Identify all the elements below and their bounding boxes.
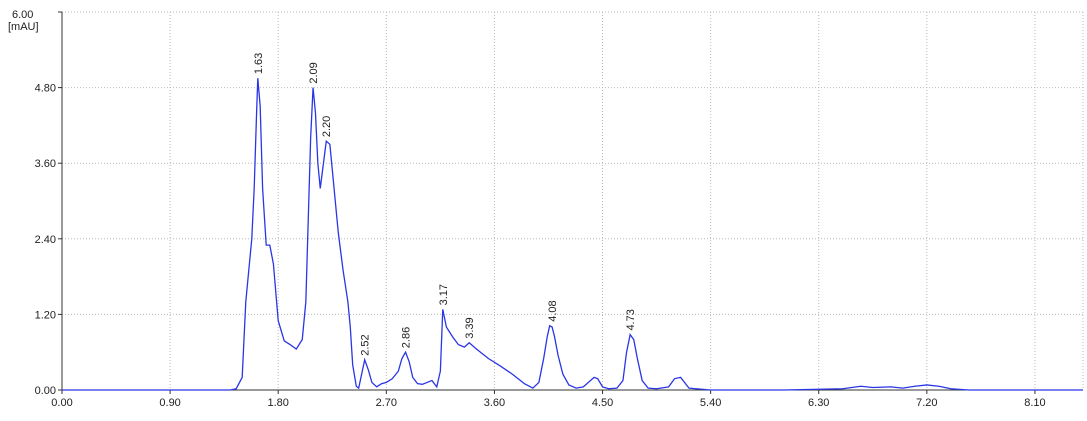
x-tick-label: 1.80 bbox=[268, 397, 289, 409]
peak-label: 3.17 bbox=[438, 284, 450, 305]
peak-label: 2.86 bbox=[401, 327, 413, 348]
x-tick-label: 6.30 bbox=[808, 397, 829, 409]
x-tick-label: 7.20 bbox=[916, 397, 937, 409]
peak-label: 2.20 bbox=[321, 116, 333, 137]
grid bbox=[62, 11, 1084, 390]
trace-layer bbox=[62, 78, 1083, 391]
peak-label: 2.52 bbox=[360, 334, 372, 355]
peak-label: 1.63 bbox=[253, 53, 265, 74]
peak-label: 4.73 bbox=[625, 309, 637, 330]
y-tick-label: 1.20 bbox=[35, 309, 56, 321]
peak-labels: 1.63 2.09 2.20 2.52 2.86 3.17 3.39 4.08 4.73 bbox=[253, 53, 637, 356]
x-tick-label: 4.50 bbox=[592, 397, 613, 409]
y-tick-label: 4.80 bbox=[35, 83, 56, 95]
x-tick-label: 8.10 bbox=[1024, 397, 1045, 409]
chromatogram-trace bbox=[62, 78, 1083, 391]
y-axis-top-label: 6.00 bbox=[12, 9, 33, 21]
peak-label: 2.09 bbox=[308, 62, 320, 83]
peak-label: 3.39 bbox=[464, 317, 476, 338]
x-tick-label: 2.70 bbox=[376, 397, 397, 409]
y-axis-unit-label: [mAU] bbox=[8, 21, 39, 33]
x-tick-label: 5.40 bbox=[700, 397, 721, 409]
tick-labels: 0.00 0.90 1.80 2.70 3.60 4.50 5.40 6.30 7.20 8.10… bbox=[35, 83, 1046, 409]
y-tick-label: 3.60 bbox=[35, 158, 56, 170]
x-tick-label: 3.60 bbox=[484, 397, 505, 409]
x-tick-label: 0.90 bbox=[159, 397, 180, 409]
y-tick-label: 0.00 bbox=[35, 385, 56, 397]
peak-label: 4.08 bbox=[547, 300, 559, 321]
y-tick-label: 2.40 bbox=[35, 234, 56, 246]
x-tick-label: 0.00 bbox=[51, 397, 72, 409]
